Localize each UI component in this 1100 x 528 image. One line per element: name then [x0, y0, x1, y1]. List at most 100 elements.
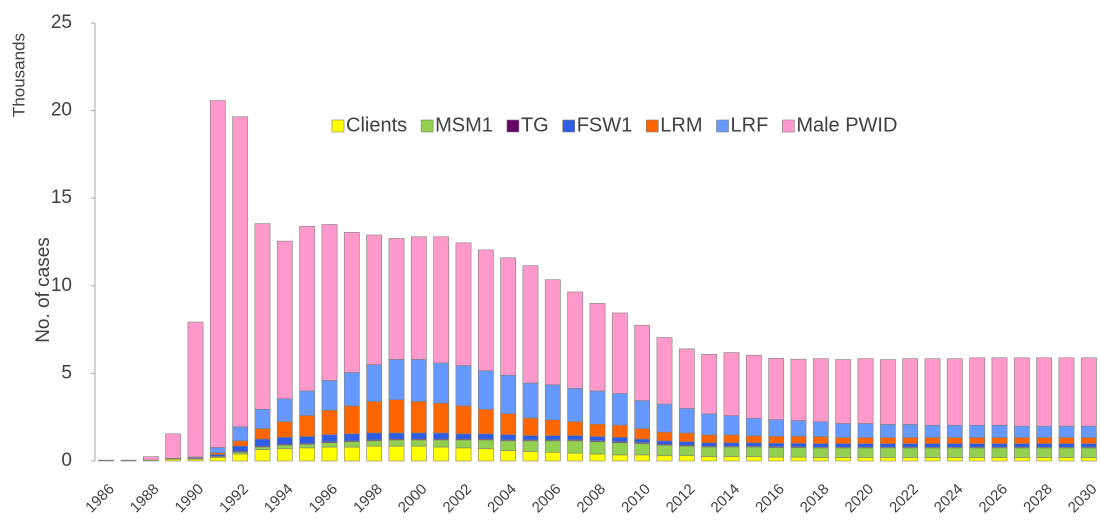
bar-segment [857, 358, 874, 424]
bar-segment [812, 443, 829, 448]
bar-segment [946, 457, 963, 462]
bar-segment [745, 456, 762, 462]
bar-segment [522, 440, 539, 452]
y-tick-label: 15 [51, 187, 72, 208]
bar-segment [567, 387, 584, 422]
bar-segment [701, 442, 718, 447]
bar-segment [611, 393, 628, 426]
bar-segment [567, 452, 584, 462]
y-unit-label: Thousands [9, 33, 28, 117]
x-tick-label: 1992 [216, 481, 252, 517]
legend-swatch [506, 119, 520, 133]
bar-segment [723, 442, 740, 447]
bar-segment [410, 432, 427, 440]
bar-segment [544, 440, 561, 453]
y-tick-label: 5 [61, 362, 72, 383]
bar-segment [477, 409, 494, 435]
bar-segment [299, 447, 316, 462]
bar-segment [656, 403, 673, 433]
x-tick-label: 2010 [618, 481, 654, 517]
bar-segment [1013, 443, 1030, 448]
bar-segment [678, 408, 695, 434]
bar-segment [946, 424, 963, 438]
bar-segment [634, 428, 651, 440]
bar-segment [232, 426, 249, 442]
x-tick-label: 2012 [663, 481, 699, 517]
bar-segment [477, 439, 494, 450]
bar-segment [500, 374, 517, 414]
bar-segment [1036, 457, 1053, 462]
bar-segment [299, 415, 316, 437]
bar-segment [924, 447, 941, 458]
bar-segment [656, 440, 673, 445]
bar-segment [321, 442, 338, 448]
bar-segment [276, 448, 293, 462]
bar-segment [187, 321, 204, 458]
y-tick-label: 20 [51, 100, 72, 121]
x-tick-label: 2022 [886, 481, 922, 517]
x-tick-label: 2004 [484, 481, 520, 517]
legend-swatch [331, 119, 345, 133]
bar-segment [232, 453, 249, 462]
bar-segment [812, 436, 829, 444]
bar-segment [500, 440, 517, 451]
bar-segment [500, 413, 517, 436]
bar-segment [343, 433, 360, 442]
x-tick-label: 2016 [752, 481, 788, 517]
bar-segment [656, 337, 673, 405]
bar-segment [254, 449, 271, 462]
bar-segment [455, 447, 472, 462]
bar-segment [477, 249, 494, 372]
bar-segment [924, 424, 941, 438]
x-tick-label: 2008 [574, 481, 610, 517]
bar-segment [1013, 457, 1030, 462]
bar-segment [366, 401, 383, 434]
bar-segment [299, 436, 316, 444]
bar-segment [209, 100, 226, 448]
bar-segment [388, 432, 405, 440]
bar-segment [455, 439, 472, 449]
bar-segment [745, 435, 762, 444]
bar-segment [678, 348, 695, 409]
bar-segment [388, 359, 405, 400]
bar-segment [812, 447, 829, 458]
bar-segment [835, 359, 852, 424]
y-tick-label: 10 [51, 275, 72, 296]
bar-segment [1080, 357, 1097, 427]
bar-segment [924, 437, 941, 444]
bar-segment [902, 424, 919, 438]
bar-segment [991, 424, 1008, 438]
x-tick-label: 1988 [127, 481, 163, 517]
bar-segment [946, 358, 963, 426]
x-tick-label: 2020 [842, 481, 878, 517]
bar-segment [611, 312, 628, 394]
bar-segment [522, 265, 539, 384]
bar-segment [544, 451, 561, 462]
bar-segment [857, 443, 874, 448]
bar-segment [701, 354, 718, 415]
bar-segment [254, 223, 271, 410]
bar-segment [634, 400, 651, 429]
legend-label: LRM [660, 114, 702, 136]
bar-segment [745, 354, 762, 419]
bar-segment [209, 457, 226, 462]
bar-segment [701, 434, 718, 444]
bar-segment [544, 419, 561, 436]
bar-segment [723, 446, 740, 457]
bar-segment [611, 454, 628, 462]
bar-segment [1080, 447, 1097, 458]
bar-segment [366, 440, 383, 447]
bar-segment [1080, 457, 1097, 462]
bar-segment [768, 419, 785, 437]
bar-segment [745, 417, 762, 437]
bar-segment [522, 382, 539, 419]
bar-segment [835, 457, 852, 462]
bar-segment [678, 432, 695, 443]
bar-segment [343, 232, 360, 373]
bar-segment [388, 238, 405, 360]
bar-segment [611, 442, 628, 456]
bar-segment [678, 445, 695, 457]
bar-segment [299, 390, 316, 416]
bar-segment [232, 440, 249, 447]
